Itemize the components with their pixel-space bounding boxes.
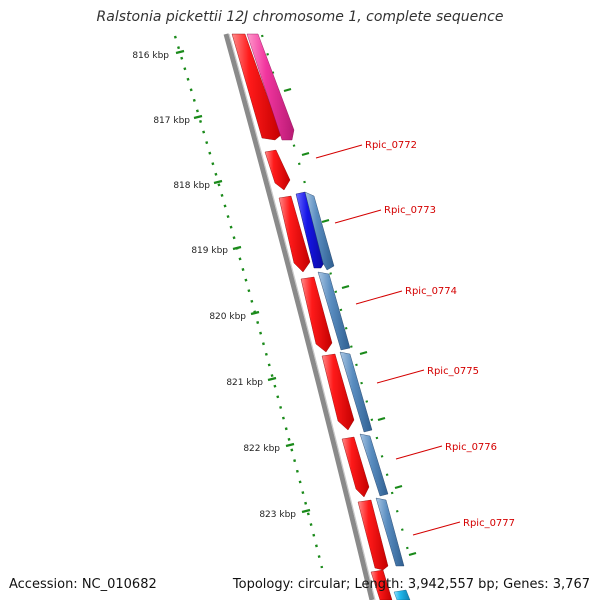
kbp-label: 823 kbp: [259, 510, 296, 520]
feature-tick: [283, 87, 292, 93]
outer-feature-arc: [260, 34, 414, 566]
leader-line: [355, 290, 403, 305]
cds-arrow: [231, 33, 282, 141]
kbp-tick: [193, 114, 203, 120]
cds-arrow-blue: [317, 271, 351, 351]
feature-tick: [408, 551, 417, 557]
cds-arrow: [321, 353, 355, 431]
cds-arrow-cyan: [393, 589, 411, 600]
feature-tick: [377, 416, 386, 422]
coordinate-arc: [173, 35, 324, 569]
feature-tick: [321, 218, 330, 224]
cds-arrow: [300, 276, 333, 353]
cds-arrow-pink: [246, 33, 295, 141]
accession-text: Accession: NC_010682: [9, 577, 157, 592]
leader-line: [412, 521, 461, 536]
cds-arrow: [278, 195, 311, 273]
cds-arrow-blue: [339, 351, 373, 433]
cds-arrow-blue: [375, 497, 405, 567]
feature-tick: [301, 151, 310, 157]
kbp-tick: [175, 49, 185, 55]
feature-tick: [359, 350, 368, 356]
leader-line: [395, 445, 443, 460]
genome-summary-text: Topology: circular; Length: 3,942,557 bp…: [232, 577, 590, 592]
leader-line: [376, 369, 425, 384]
reverse-strand-cds: [231, 33, 393, 600]
kbp-tick-marks: [175, 49, 311, 514]
cds-arrow: [357, 499, 389, 571]
kbp-tick: [232, 245, 242, 251]
cds-arrow: [264, 149, 291, 191]
cds-arrow: [370, 569, 393, 600]
map-title: Ralstonia pickettii 12J chromosome 1, co…: [96, 9, 504, 25]
feature-tick: [341, 284, 350, 290]
kbp-label: 817 kbp: [153, 116, 190, 126]
kbp-label: 821 kbp: [226, 378, 263, 388]
cds-arrow-blue: [304, 191, 335, 271]
gene-label: Rpic_0776: [445, 442, 497, 453]
cds-arrow-blue: [359, 433, 389, 497]
genome-backbone-highlight: [228, 33, 376, 600]
cds-arrow: [341, 436, 370, 498]
gene-leader-lines: [315, 144, 461, 536]
kbp-tick: [213, 179, 223, 185]
gene-label: Rpic_0773: [384, 205, 436, 216]
gene-label: Rpic_0775: [427, 366, 479, 377]
cds-arrow-dark-blue: [295, 191, 325, 269]
feature-ticks: [283, 87, 417, 557]
kbp-tick: [250, 310, 260, 316]
leader-line: [315, 144, 363, 159]
leader-line: [334, 209, 382, 224]
genome-backbone: [223, 33, 375, 600]
kbp-label: 818 kbp: [173, 181, 210, 191]
gene-label: Rpic_0772: [365, 140, 417, 151]
gene-label: Rpic_0774: [405, 286, 457, 297]
kbp-label: 820 kbp: [209, 312, 246, 322]
forward-strand-cds: [246, 33, 411, 600]
kbp-label: 819 kbp: [191, 246, 228, 256]
kbp-tick: [285, 442, 295, 448]
kbp-tick: [267, 376, 277, 382]
kbp-tick: [301, 508, 311, 514]
feature-tick: [394, 484, 403, 490]
gene-label: Rpic_0777: [463, 518, 515, 529]
kbp-label: 816 kbp: [132, 51, 169, 61]
kbp-label: 822 kbp: [243, 444, 280, 454]
